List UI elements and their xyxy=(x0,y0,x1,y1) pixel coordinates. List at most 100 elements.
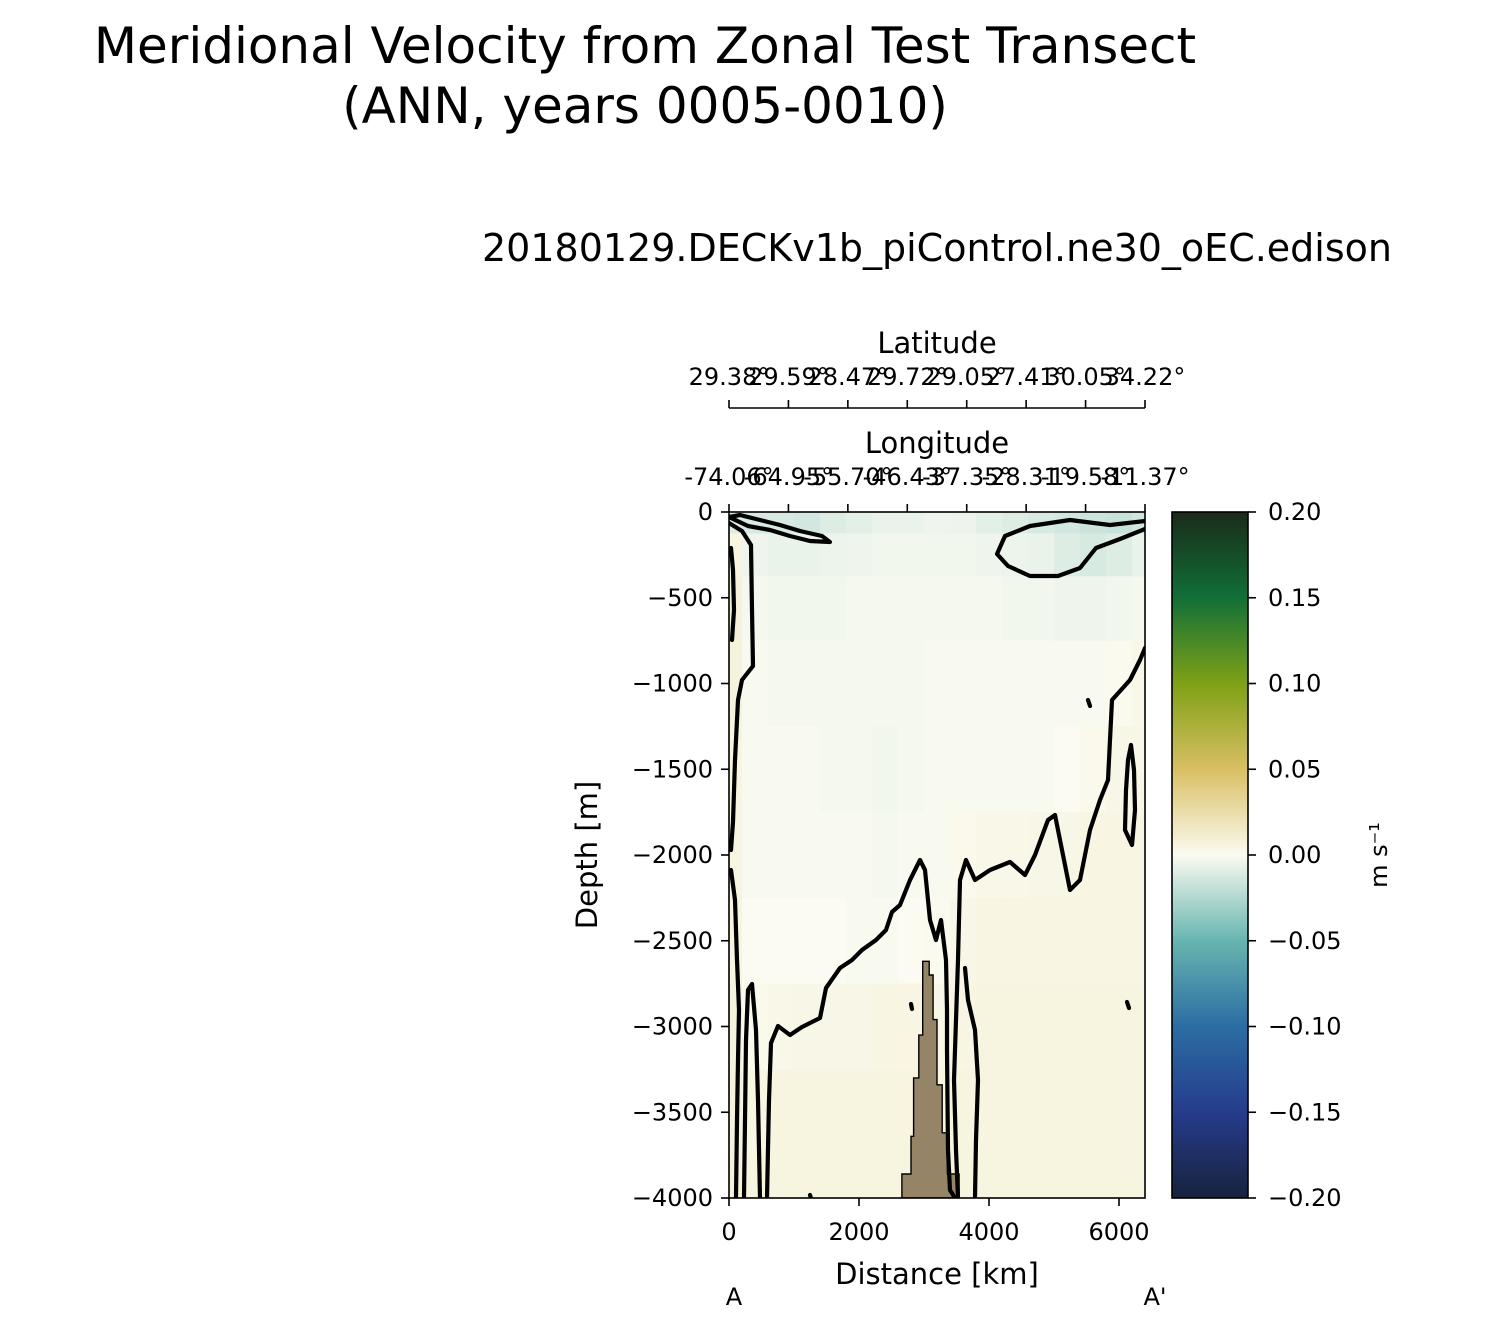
colorbar-fill xyxy=(1172,512,1248,1198)
velocity-cell xyxy=(872,1069,899,1156)
velocity-cell xyxy=(1028,897,1055,985)
velocity-cell xyxy=(950,512,977,535)
velocity-cell xyxy=(950,640,977,728)
colorbar-tick-label: −0.10 xyxy=(1268,1013,1342,1041)
velocity-cell xyxy=(1002,983,1029,1071)
velocity-cell xyxy=(924,533,951,578)
velocity-cell xyxy=(846,726,873,813)
contour-surface-west xyxy=(729,512,833,545)
velocity-cell xyxy=(898,812,925,899)
velocity-cell xyxy=(820,1069,847,1156)
velocity-cell xyxy=(768,812,795,899)
y-tick-label: −2000 xyxy=(632,841,713,869)
contour-east-eddy xyxy=(1122,742,1138,848)
contour-mid-dot xyxy=(908,1001,915,1012)
latitude-axis: Latitude 29.38°29.59°28.47°29.72°29.05°2… xyxy=(689,326,1186,409)
longitude-axis: Longitude -74.06°-64.95°-55.70°-46.43°-3… xyxy=(684,426,1190,512)
velocity-cell xyxy=(1054,897,1081,985)
velocity-heatmap xyxy=(729,512,1145,1198)
velocity-cell xyxy=(794,897,821,985)
velocity-cell xyxy=(898,576,925,642)
velocity-cell xyxy=(846,640,873,728)
longitude-tick-label: -19.58° xyxy=(1041,463,1130,491)
velocity-cell xyxy=(898,726,925,813)
velocity-cell xyxy=(1080,640,1107,728)
velocity-cell xyxy=(898,512,925,535)
velocity-cell xyxy=(1080,1155,1107,1198)
colorbar-tick-label: −0.15 xyxy=(1268,1098,1342,1126)
colorbar-tick-label: 0.10 xyxy=(1268,670,1321,698)
contour-west-inner xyxy=(729,545,737,643)
latitude-axis-label: Latitude xyxy=(877,326,996,360)
y-tick-label: 0 xyxy=(698,498,713,526)
longitude-tick-label: -28.31° xyxy=(981,463,1070,491)
velocity-cell xyxy=(794,726,821,813)
x-axis-ticks: 0 2000 4000 6000 xyxy=(721,1198,1150,1246)
velocity-cell xyxy=(794,576,821,642)
velocity-cell xyxy=(1002,576,1029,642)
velocity-cell xyxy=(1054,983,1081,1071)
velocity-cell xyxy=(846,576,873,642)
velocity-cell xyxy=(1106,897,1133,985)
contour-west-boundary xyxy=(729,520,756,853)
velocity-cell xyxy=(1080,533,1107,578)
velocity-cell xyxy=(1028,640,1055,728)
velocity-cell xyxy=(898,640,925,728)
zero-contours xyxy=(729,512,1145,1198)
velocity-cell xyxy=(1002,1069,1029,1156)
velocity-cell xyxy=(1028,812,1055,899)
velocity-cell xyxy=(872,812,899,899)
velocity-cell xyxy=(820,512,847,535)
velocity-cell xyxy=(1080,726,1107,813)
velocity-cell xyxy=(1002,640,1029,728)
velocity-cell xyxy=(976,897,1003,985)
velocity-cell xyxy=(976,512,1003,535)
velocity-cell xyxy=(820,640,847,728)
longitude-tick-label: -37.35° xyxy=(922,463,1011,491)
velocity-cell xyxy=(872,983,899,1071)
velocity-cell xyxy=(1002,726,1029,813)
y-axis-label: Depth [m] xyxy=(570,781,604,929)
velocity-cell xyxy=(846,533,873,578)
x-tick-label: 4000 xyxy=(958,1218,1019,1246)
velocity-cell xyxy=(1080,897,1107,985)
velocity-cell xyxy=(898,533,925,578)
velocity-cell xyxy=(846,512,873,535)
velocity-cell xyxy=(846,1155,873,1198)
y-tick-label: −2500 xyxy=(632,927,713,955)
contour-east-dot-upper xyxy=(1085,697,1093,709)
latitude-tick-label: 34.22° xyxy=(1105,363,1186,391)
velocity-cell xyxy=(1054,576,1081,642)
velocity-cell xyxy=(924,576,951,642)
y-axis-ticks: 0 −500 −1000 −1500 −2000 −2500 −3000 −3500 −4000 xyxy=(632,498,729,1212)
longitude-tick-label: -55.70° xyxy=(803,463,892,491)
velocity-cell xyxy=(820,812,847,899)
colorbar: 0.20 0.15 0.10 0.05 0.00 −0.05 −0.10 −0.15 −0.20… xyxy=(1171,498,1393,1212)
velocity-cell xyxy=(768,897,795,985)
velocity-cell xyxy=(1106,983,1133,1071)
x-axis-label: Distance [km] xyxy=(835,1257,1039,1291)
y-tick-label: −3500 xyxy=(632,1098,713,1126)
colorbar-tick-label: −0.20 xyxy=(1268,1184,1342,1212)
longitude-tick-label: -74.06° xyxy=(684,463,773,491)
velocity-cell xyxy=(820,897,847,985)
velocity-cell xyxy=(1028,1069,1055,1156)
contour-deep-west xyxy=(729,867,742,1198)
velocity-cell xyxy=(1002,1155,1029,1198)
velocity-cell xyxy=(924,512,951,535)
velocity-cell xyxy=(950,576,977,642)
velocity-cell xyxy=(742,640,769,728)
velocity-cell xyxy=(872,533,899,578)
velocity-cell xyxy=(872,512,899,535)
velocity-cell xyxy=(898,897,925,985)
contour-east-dot-lower xyxy=(1124,999,1132,1011)
velocity-cell xyxy=(768,576,795,642)
velocity-cell xyxy=(1132,576,1145,642)
figure-suptitle-line2: (ANN, years 0005-0010) xyxy=(342,77,948,135)
x-tick-label: 2000 xyxy=(828,1218,889,1246)
velocity-cell xyxy=(1002,897,1029,985)
velocity-cell xyxy=(872,726,899,813)
velocity-cell xyxy=(1080,983,1107,1071)
latitude-tick-label: 30.05° xyxy=(1045,363,1126,391)
